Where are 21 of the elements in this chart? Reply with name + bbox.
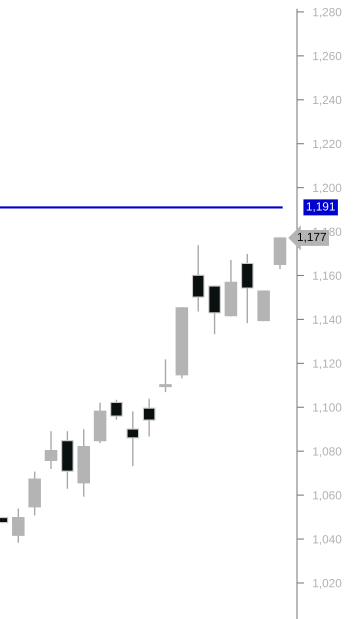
- y-tick-label: 1,060: [313, 491, 342, 501]
- y-tick-label: 1,280: [313, 8, 342, 18]
- y-tick-label: 1,260: [313, 52, 342, 62]
- y-tick-label: 1,080: [313, 447, 342, 457]
- y-tick-label: 1,220: [313, 140, 342, 150]
- candlestick: [12, 508, 25, 543]
- ref-line-label: 1,191: [306, 202, 335, 212]
- candlestick: [126, 411, 140, 466]
- y-tick-label: 1,140: [313, 315, 342, 326]
- y-tick-label: 1,240: [313, 96, 342, 106]
- y-tick-label: 1,100: [313, 403, 342, 414]
- candlestick: [142, 398, 156, 437]
- y-tick-label: 1,160: [313, 272, 342, 282]
- y-tick-label: 1,120: [313, 359, 342, 370]
- y-tick-label: 1,200: [313, 184, 342, 194]
- y-tick-label: 1,020: [313, 579, 342, 589]
- candlestick: [159, 359, 172, 392]
- y-tick-label: 1,040: [313, 535, 342, 545]
- candlestick: [44, 431, 58, 470]
- candlestick: [192, 245, 204, 312]
- candlestick: [110, 400, 123, 420]
